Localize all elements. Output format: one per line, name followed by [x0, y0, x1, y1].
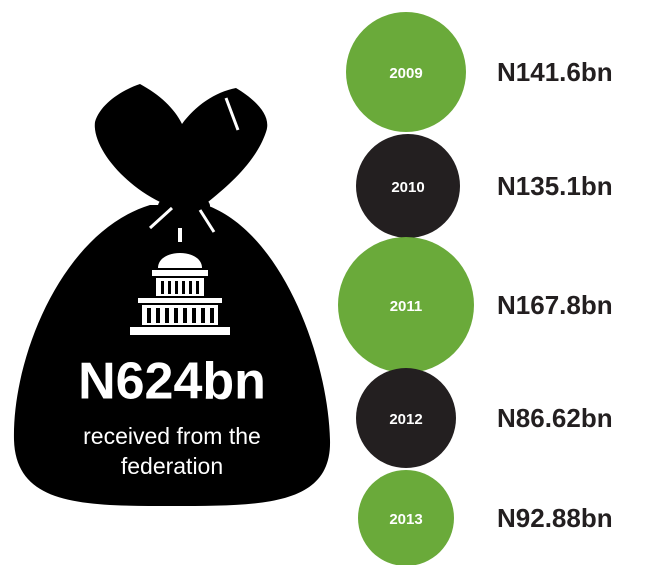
year-list: 2009 N141.6bn 2010 N135.1bn 2011 N167.8bn 2012… — [338, 12, 613, 565]
year-amount: N135.1bn — [497, 171, 613, 201]
year-circle — [346, 12, 466, 132]
year-circle — [358, 470, 454, 565]
year-amount: N141.6bn — [497, 57, 613, 87]
total-amount: N624bn — [78, 353, 266, 411]
money-bag — [13, 84, 331, 506]
year-circle — [338, 237, 474, 373]
year-circle — [356, 134, 460, 238]
year-label: 2013 — [389, 511, 422, 528]
year-label: 2009 — [389, 65, 422, 82]
total-caption: federation — [121, 453, 223, 479]
year-amount: N92.88bn — [497, 503, 613, 533]
year-label: 2012 — [389, 411, 422, 428]
year-amount: N86.62bn — [497, 403, 613, 433]
year-label: 2011 — [390, 298, 423, 315]
total-caption: received from the — [83, 423, 261, 449]
year-circle — [356, 368, 456, 468]
year-amount: N167.8bn — [497, 290, 613, 320]
year-label: 2010 — [391, 179, 424, 196]
